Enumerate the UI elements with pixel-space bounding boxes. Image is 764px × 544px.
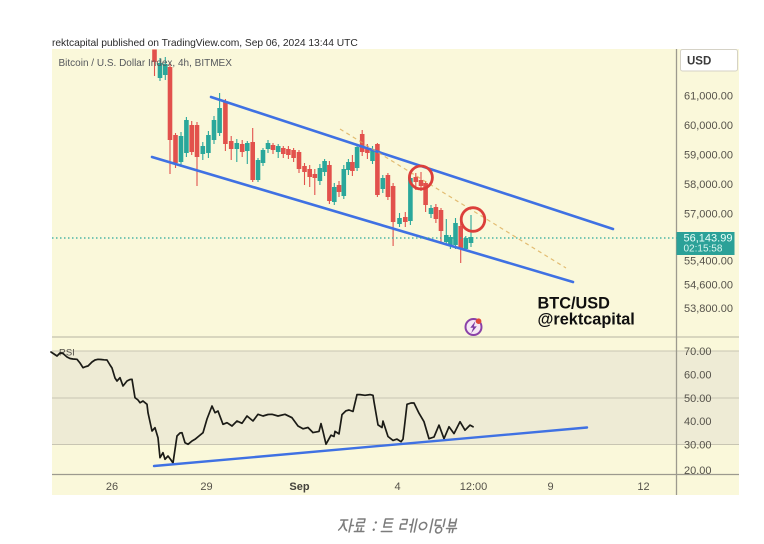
svg-text:29: 29: [200, 481, 212, 493]
svg-text:rektcapital published on Tradi: rektcapital published on TradingView.com…: [52, 38, 358, 49]
svg-text:Bitcoin / U.S. Dollar Index, 4: Bitcoin / U.S. Dollar Index, 4h, BITMEX: [59, 58, 233, 69]
svg-text:53,800.00: 53,800.00: [684, 303, 733, 315]
svg-text:12: 12: [637, 481, 649, 493]
svg-text:54,600.00: 54,600.00: [684, 280, 733, 292]
svg-text:02:15:58: 02:15:58: [684, 244, 723, 255]
svg-text:60,000.00: 60,000.00: [684, 120, 733, 132]
svg-text:59,000.00: 59,000.00: [684, 150, 733, 162]
svg-text:RSI: RSI: [59, 348, 75, 359]
svg-text:30.00: 30.00: [684, 440, 712, 452]
svg-text:61,000.00: 61,000.00: [684, 91, 733, 103]
svg-text:56,143.99: 56,143.99: [684, 233, 733, 245]
svg-text:USD: USD: [687, 56, 711, 68]
svg-text:Sep: Sep: [289, 481, 309, 493]
svg-text:@rektcapital: @rektcapital: [538, 310, 635, 328]
svg-text:70.00: 70.00: [684, 346, 712, 358]
svg-text:4: 4: [394, 481, 400, 493]
svg-text:57,000.00: 57,000.00: [684, 209, 733, 221]
svg-text:12:00: 12:00: [460, 481, 488, 493]
svg-text:40.00: 40.00: [684, 416, 712, 428]
svg-text:BTC/USD: BTC/USD: [538, 294, 611, 312]
svg-text:26: 26: [106, 481, 118, 493]
svg-text:50.00: 50.00: [684, 393, 712, 405]
svg-text:60.00: 60.00: [684, 370, 712, 382]
svg-text:9: 9: [547, 481, 553, 493]
svg-text:20.00: 20.00: [684, 465, 712, 477]
svg-text:55,400.00: 55,400.00: [684, 256, 733, 268]
svg-text:58,000.00: 58,000.00: [684, 179, 733, 191]
